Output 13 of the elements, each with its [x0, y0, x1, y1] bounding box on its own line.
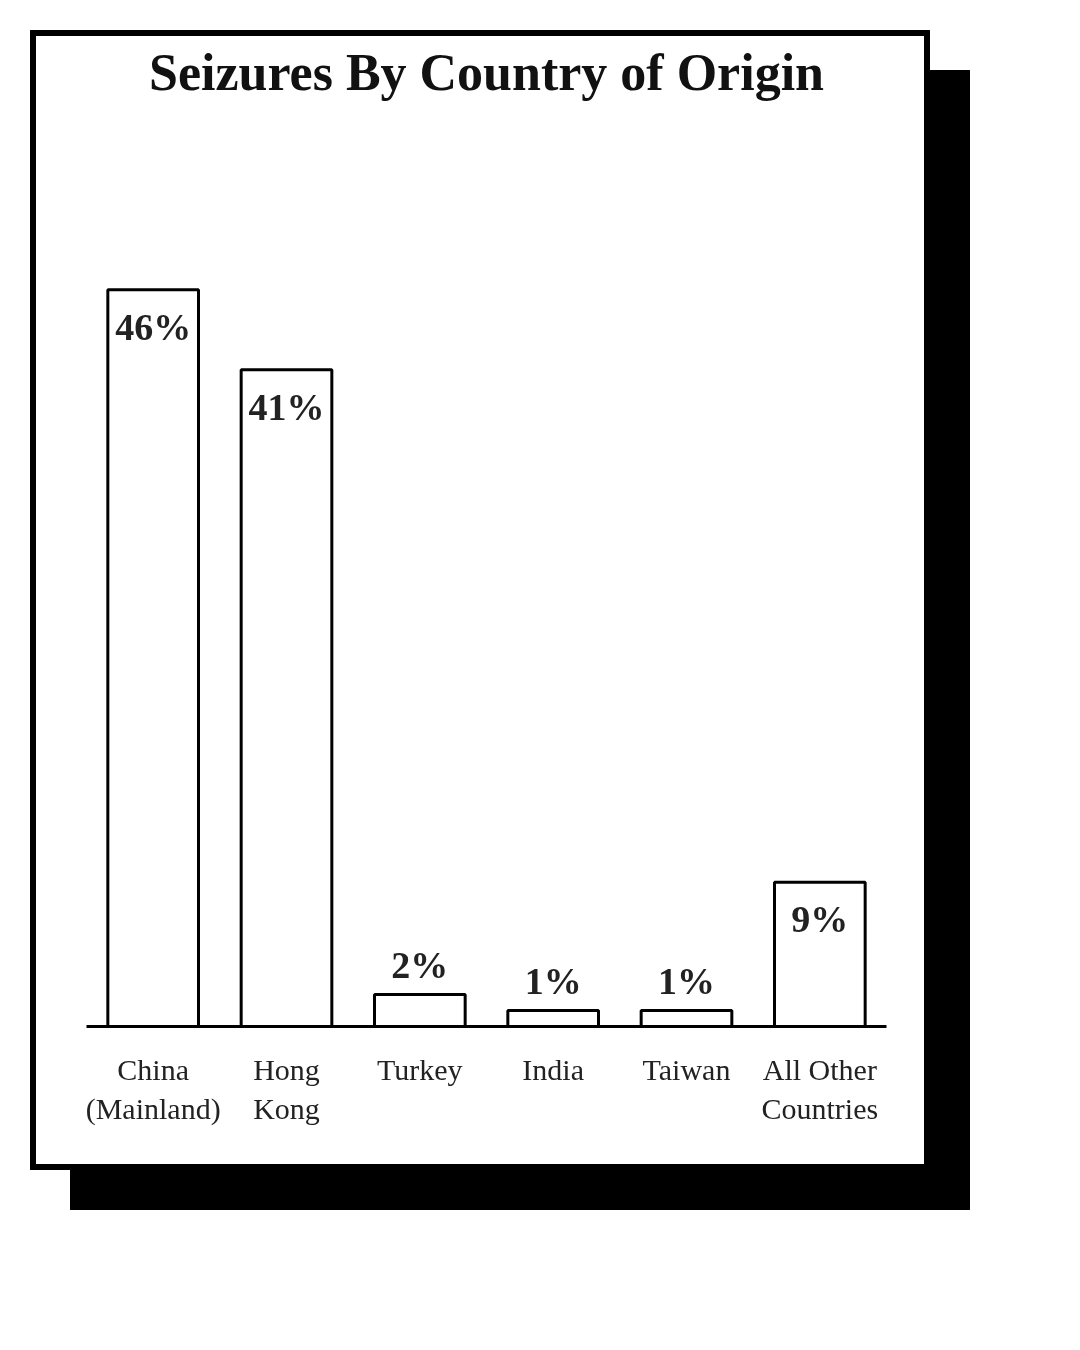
data-label: 1% [658, 960, 715, 1003]
data-label: 46% [115, 305, 192, 348]
data-label: 2% [391, 944, 449, 987]
x-tick-label: Taiwan [642, 1052, 731, 1086]
x-tick-label: Hong Kong [253, 1052, 320, 1126]
data-label: 41% [248, 385, 325, 428]
chart-title: Seizures By Country of Origin [148, 43, 825, 101]
x-tick-label: China (Mainland) [85, 1052, 221, 1127]
data-label: 1% [524, 960, 582, 1003]
x-tick-label: All Other Countries [761, 1052, 879, 1126]
x-tick-label: Turkey [377, 1052, 463, 1086]
data-label: 9% [791, 898, 849, 941]
x-tick-label: India [522, 1052, 584, 1086]
